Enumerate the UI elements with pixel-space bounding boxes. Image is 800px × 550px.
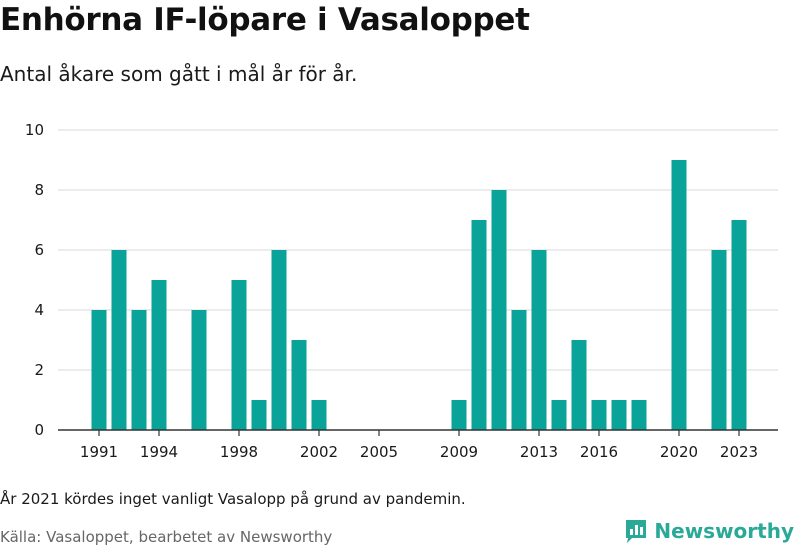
newsworthy-chart-icon: [626, 520, 647, 543]
bar-2017: [611, 400, 627, 430]
bar-1999: [251, 400, 267, 430]
y-tick-label: 0: [34, 421, 44, 439]
y-tick-label: 8: [34, 181, 44, 199]
bar-2012: [511, 310, 527, 430]
bar-1993: [131, 310, 147, 430]
bar-2013: [531, 250, 547, 430]
x-tick-label: 1994: [140, 443, 178, 461]
bar-1992: [111, 250, 127, 430]
source-text: Källa: Vasaloppet, bearbetet av Newswort…: [0, 528, 333, 546]
x-axis-ticks: 1991 1994 1998 2002 2005 2009 2013 2016 2020 2023: [80, 430, 758, 461]
chart-subtitle: Antal åkare som gått i mål år för år.: [0, 62, 358, 86]
y-tick-label: 4: [34, 301, 44, 319]
bar-2002: [311, 400, 327, 430]
x-tick-label: 2023: [720, 443, 758, 461]
x-tick-label: 1991: [80, 443, 118, 461]
bar-2010: [471, 220, 487, 430]
y-tick-label: 2: [34, 361, 44, 379]
footnote: År 2021 kördes inget vanligt Vasalopp på…: [0, 490, 466, 508]
chart-title: Enhörna IF-löpare i Vasaloppet: [0, 2, 530, 38]
bar-1998: [231, 280, 247, 430]
y-tick-label: 10: [25, 121, 44, 139]
bars: [91, 160, 747, 430]
bar-2018: [631, 400, 647, 430]
bar-1994: [151, 280, 167, 430]
bar-2022: [711, 250, 727, 430]
bar-chart: 0 2 4 6 8 10 1991 1994 1998 2002 2005 2009 2013 2016…: [25, 121, 778, 461]
bar-2014: [551, 400, 567, 430]
bar-2011: [491, 190, 507, 430]
y-tick-label: 6: [34, 241, 44, 259]
brand-name: Newsworthy: [654, 519, 794, 543]
x-tick-label: 2009: [440, 443, 478, 461]
bar-1991: [91, 310, 107, 430]
x-tick-label: 2002: [300, 443, 338, 461]
x-tick-label: 1998: [220, 443, 258, 461]
y-axis-ticks: 0 2 4 6 8 10: [25, 121, 44, 439]
x-tick-label: 2013: [520, 443, 558, 461]
bar-2001: [291, 340, 307, 430]
x-tick-label: 2005: [360, 443, 398, 461]
bar-2023: [731, 220, 747, 430]
grid-lines: [58, 129, 778, 371]
bar-2015: [571, 340, 587, 430]
bar-2020: [671, 160, 687, 430]
bar-2000: [271, 250, 287, 430]
x-tick-label: 2020: [660, 443, 698, 461]
bar-2016: [591, 400, 607, 430]
bar-1996: [191, 310, 207, 430]
x-tick-label: 2016: [580, 443, 618, 461]
newsworthy-logo: Newsworthy: [624, 518, 794, 544]
bar-2009: [451, 400, 467, 430]
